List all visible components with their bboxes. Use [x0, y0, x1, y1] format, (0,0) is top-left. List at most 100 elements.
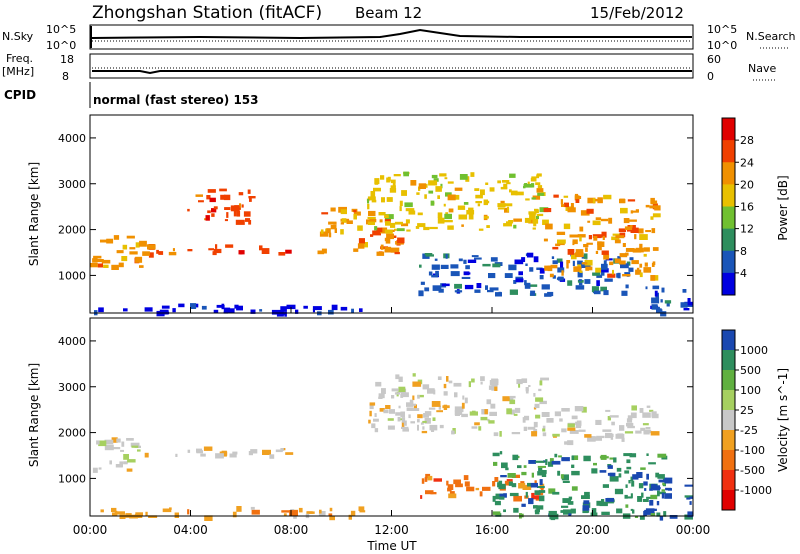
velocity-echo-cell [511, 432, 521, 435]
power-cbar-swatch [722, 140, 735, 163]
power-echo-cell [602, 235, 605, 240]
power-echo-cell [566, 260, 571, 264]
power-echo-cell [390, 247, 400, 253]
velocity-echo-cell [306, 511, 313, 514]
power-echo-cell [543, 238, 548, 242]
power-cbar-label: Power [dB] [776, 175, 790, 240]
velocity-echo-cell [490, 403, 496, 409]
power-echo-cell [121, 256, 128, 262]
power-echo-cell [465, 265, 470, 270]
velocity-echo-cell [359, 510, 366, 513]
power-echo-cell [541, 284, 550, 290]
velocity-echo-cell [581, 495, 590, 499]
velocity-echo-cell [395, 412, 404, 416]
velocity-echo-cell [187, 509, 190, 515]
velocity-echo-cell [667, 488, 672, 491]
power-echo-cell [172, 308, 176, 313]
power-echo-cell [634, 234, 637, 240]
power-ytick-label: 3000 [58, 178, 86, 191]
power-echo-cell [328, 232, 332, 238]
velocity-echo-cell [92, 467, 98, 473]
power-echo-cell [385, 239, 391, 244]
power-echo-cell [216, 304, 225, 308]
power-echo-cell [376, 227, 383, 232]
velocity-echo-cell [464, 481, 470, 487]
power-echo-cell [475, 194, 483, 199]
velocity-echo-cell [558, 455, 562, 458]
velocity-echo-cell [581, 406, 587, 413]
velocity-echo-cell [533, 393, 536, 397]
power-echo-cell [424, 253, 433, 256]
velocity-echo-cell [448, 493, 457, 499]
velocity-echo-cell [402, 428, 409, 432]
velocity-echo-cell [636, 472, 643, 478]
velocity-echo-cell [609, 415, 619, 418]
power-echo-cell [341, 218, 347, 223]
power-echo-cell [527, 181, 530, 185]
velocity-echo-cell [609, 472, 616, 477]
power-echo-cell [585, 266, 593, 271]
power-echo-cell [394, 228, 397, 231]
velocity-echo-cell [607, 465, 613, 469]
power-echo-cell [588, 235, 592, 240]
power-echo-cell [207, 189, 216, 193]
velocity-echo-cell [424, 476, 428, 482]
power-echo-cell [209, 197, 216, 203]
power-echo-cell [396, 228, 405, 232]
power-echo-cell [471, 255, 479, 258]
velocity-echo-cell [229, 453, 237, 458]
velocity-frame [89, 317, 694, 517]
velocity-echo-cell [509, 399, 516, 405]
velocity-echo-cell [269, 454, 275, 459]
power-echo-cell [432, 285, 442, 291]
power-echo-cell [358, 238, 365, 244]
power-echo-cell [531, 183, 535, 188]
velocity-cbar-tick-label: -100 [740, 444, 765, 457]
power-echo-cell [593, 236, 598, 241]
power-echo-cell [123, 308, 128, 312]
velocity-echo-cell [605, 498, 615, 502]
velocity-echo-cell [557, 470, 561, 476]
power-echo-cell [239, 251, 243, 255]
velocity-echo-cell [552, 491, 560, 495]
power-echo-cell [595, 217, 602, 220]
velocity-data [92, 373, 693, 521]
power-echo-cell [625, 248, 635, 252]
power-echo-cell [113, 235, 120, 240]
velocity-echo-cell [540, 486, 544, 491]
velocity-echo-cell [126, 468, 133, 472]
power-echo-cell [450, 264, 459, 269]
velocity-echo-cell [492, 481, 496, 487]
velocity-echo-cell [285, 452, 294, 455]
velocity-echo-cell [468, 381, 471, 388]
velocity-echo-cell [421, 430, 428, 434]
power-echo-cell [504, 273, 513, 278]
power-echo-cell [410, 180, 417, 186]
power-echo-cell [614, 239, 621, 244]
velocity-echo-cell [144, 452, 149, 458]
velocity-echo-cell [571, 415, 578, 420]
power-echo-cell [450, 271, 460, 277]
velocity-echo-cell [541, 471, 547, 477]
velocity-echo-cell [461, 402, 465, 409]
velocity-echo-cell [648, 462, 656, 465]
velocity-echo-cell [626, 422, 633, 427]
velocity-echo-cell [379, 408, 385, 412]
velocity-echo-cell [626, 459, 631, 464]
power-echo-cell [625, 284, 629, 289]
power-echo-cell [480, 189, 485, 196]
power-echo-cell [492, 263, 501, 268]
power-echo-cell [561, 270, 564, 276]
velocity-echo-cell [625, 504, 629, 508]
velocity-echo-cell [427, 475, 433, 481]
velocity-echo-cell [463, 475, 469, 481]
velocity-echo-cell [401, 421, 405, 428]
power-echo-cell [577, 271, 583, 278]
velocity-echo-cell [686, 496, 691, 500]
power-echo-cell [601, 263, 608, 270]
velocity-echo-cell [383, 409, 389, 414]
power-echo-cell [530, 177, 537, 182]
velocity-echo-cell [501, 462, 508, 469]
velocity-echo-cell [453, 382, 462, 387]
velocity-echo-cell [548, 510, 557, 517]
